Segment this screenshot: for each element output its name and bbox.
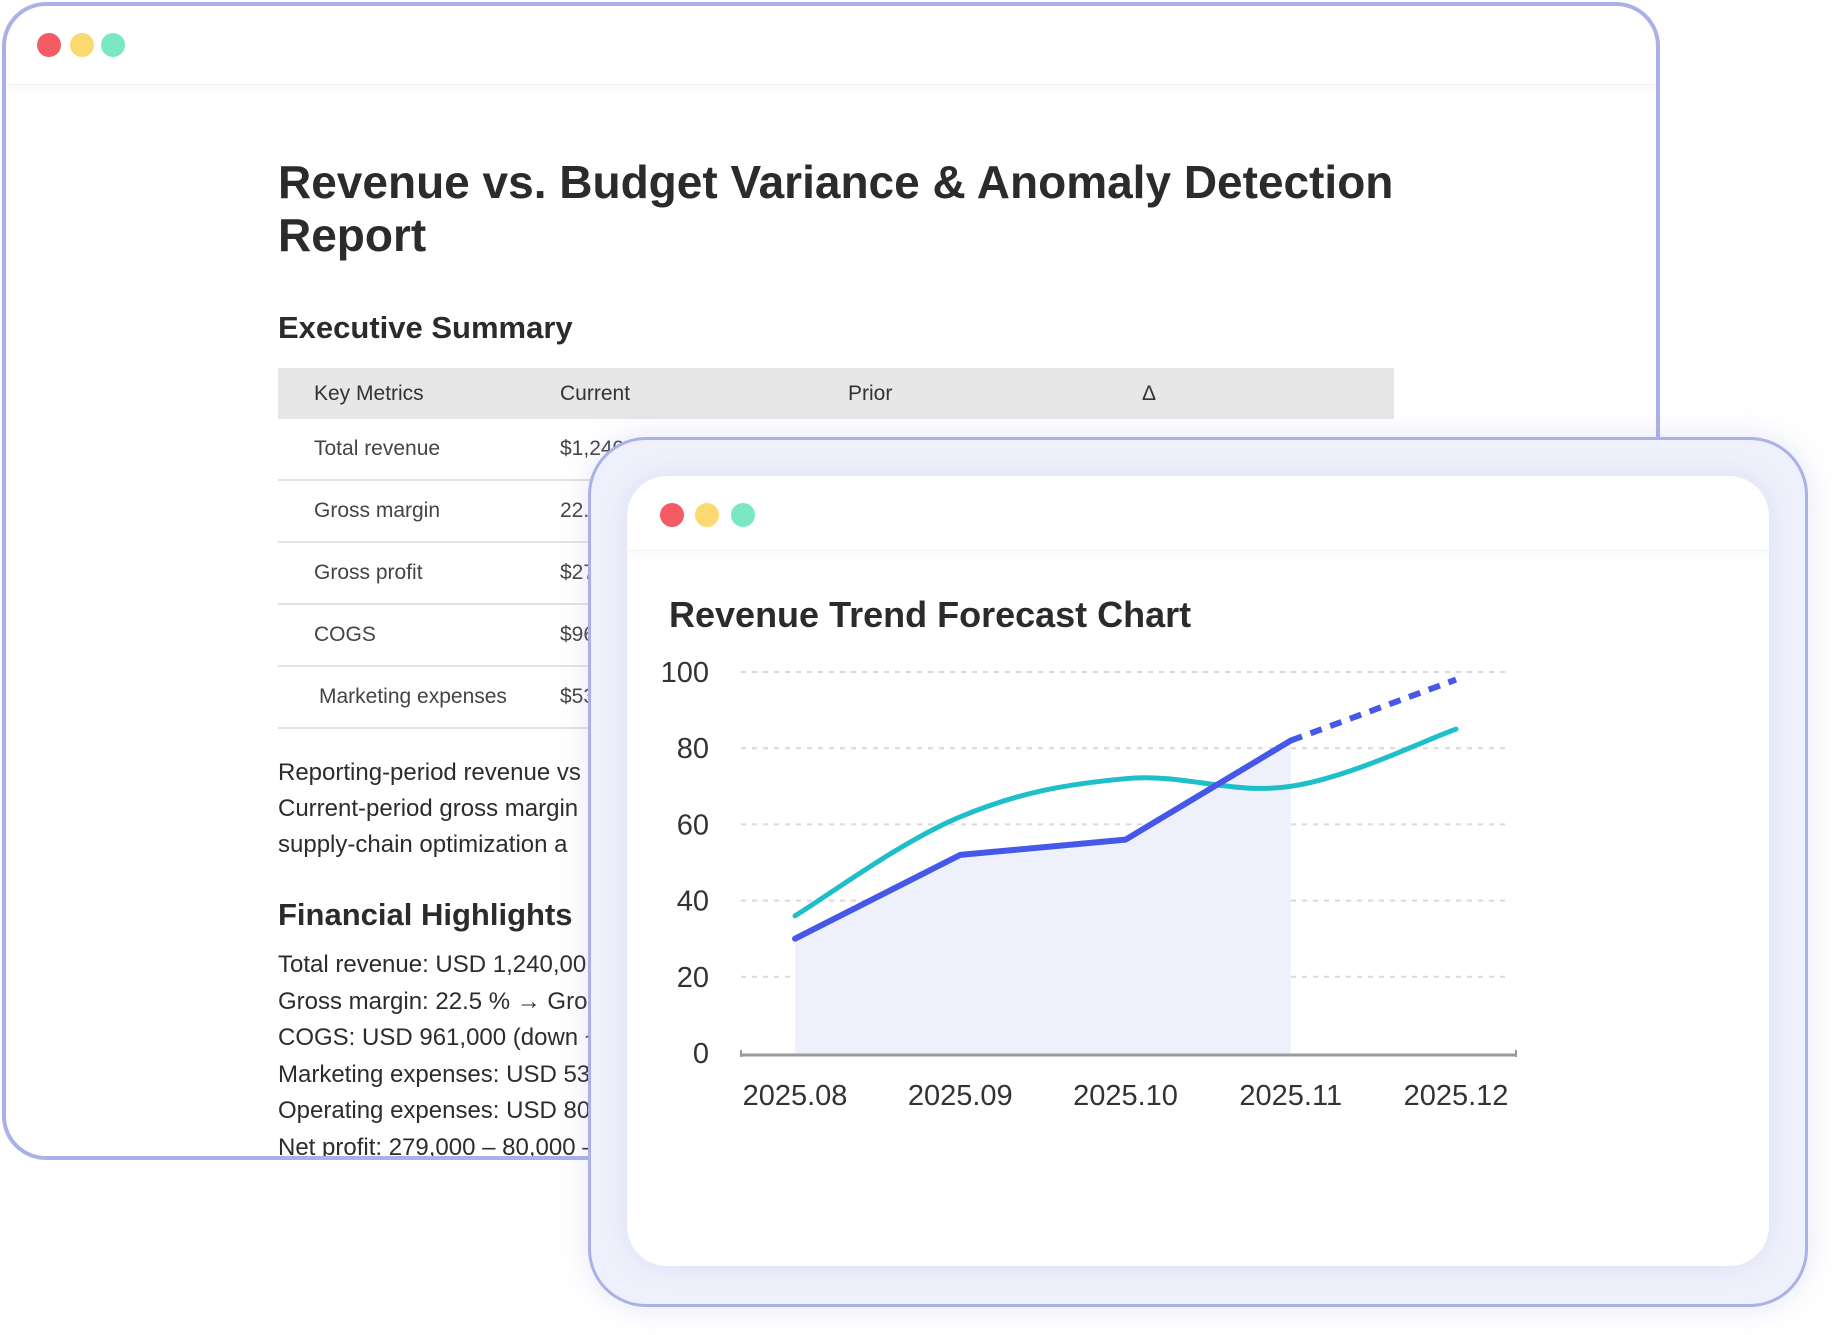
- list-item: Gross margin: 22.5 % → Gros: [278, 987, 600, 1015]
- minimize-window-button[interactable]: [70, 33, 94, 57]
- table-cell: Gross margin: [278, 480, 524, 543]
- summary-paragraph: Reporting-period revenue vs Current-peri…: [278, 755, 1408, 863]
- y-tick-label: 0: [693, 1038, 709, 1070]
- revenue-trend-chart: 0 20 40 60 80 100 2025.08 2025.09 2025.10 2025.11…: [661, 657, 1517, 1112]
- column-header: Prior: [812, 368, 1106, 419]
- table-cell: Gross profit: [278, 542, 524, 605]
- executive-summary-heading: Executive Summary: [278, 310, 573, 345]
- paragraph-line: Reporting-period revenue vs: [278, 759, 581, 786]
- maximize-window-button[interactable]: [731, 503, 755, 527]
- y-tick-label: 100: [661, 657, 709, 689]
- table-cell: Total revenue: [278, 419, 524, 481]
- y-tick-label: 60: [677, 809, 709, 841]
- paragraph-line: Current-period gross margin: [278, 795, 579, 822]
- column-header: Key Metrics: [278, 368, 524, 419]
- chart-title: Revenue Trend Forecast Chart: [669, 594, 1192, 635]
- list-item: Marketing expenses: USD 53: [278, 1060, 591, 1088]
- list-item: COGS: USD 961,000 (down ~: [278, 1024, 599, 1051]
- chart-window-titlebar: [627, 476, 1769, 551]
- list-item: Operating expenses: USD 80: [278, 1097, 591, 1124]
- minimize-window-button[interactable]: [695, 503, 719, 527]
- series-line-secondary: [792, 726, 1459, 919]
- x-tick-label: 2025.08: [743, 1080, 848, 1112]
- x-tick-label: 2025.11: [1239, 1080, 1342, 1112]
- list-item: Net profit: 279,000 – 80,000 –: [278, 1133, 596, 1160]
- report-title: Revenue vs. Budget Variance & Anomaly De…: [278, 156, 1394, 261]
- x-tick-label: 2025.12: [1404, 1080, 1509, 1112]
- financial-highlights-heading: Financial Highlights: [278, 897, 573, 932]
- table-cell: COGS: [278, 604, 524, 667]
- x-tick-label: 2025.10: [1073, 1080, 1178, 1112]
- chart-window: Revenue Trend Forecast Chart 0 20 40 60 80 10…: [627, 476, 1769, 1266]
- financial-highlights-list: Total revenue: USD 1,240,00 Gross margin…: [278, 947, 1408, 1160]
- series-forecast-line: [1289, 676, 1458, 744]
- chart-window-frame: Revenue Trend Forecast Chart 0 20 40 60 80 10…: [588, 437, 1808, 1307]
- y-tick-label: 40: [677, 886, 709, 918]
- table-header-row: Key Metrics Current Prior Δ: [278, 368, 1394, 419]
- column-header: Δ: [1106, 368, 1394, 419]
- report-window-titlebar: [6, 6, 1656, 85]
- series-line-primary: [792, 737, 1294, 942]
- table-cell: Marketing expenses: [278, 666, 524, 729]
- list-item: Total revenue: USD 1,240,00: [278, 951, 587, 978]
- x-tick-label: 2025.09: [908, 1080, 1013, 1112]
- series-area: [795, 740, 1291, 1053]
- y-tick-label: 80: [677, 733, 709, 765]
- close-window-button[interactable]: [37, 33, 61, 57]
- paragraph-line: supply-chain optimization a: [278, 831, 568, 858]
- close-window-button[interactable]: [660, 503, 684, 527]
- maximize-window-button[interactable]: [101, 33, 125, 57]
- y-tick-label: 20: [677, 962, 709, 994]
- column-header: Current: [524, 368, 812, 419]
